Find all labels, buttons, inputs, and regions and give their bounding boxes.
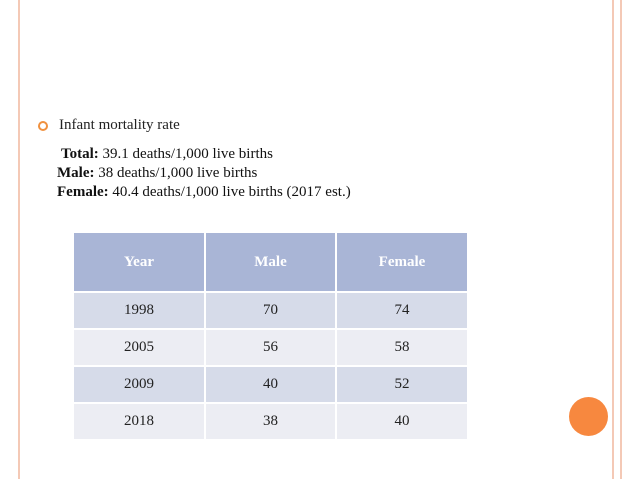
table-cell-male: 56 bbox=[205, 328, 337, 366]
stat-male-value: 38 deaths/1,000 live births bbox=[94, 165, 258, 181]
table-cell-male: 70 bbox=[205, 291, 337, 329]
stat-female: Female: 40.4 deaths/1,000 live births (2… bbox=[57, 183, 351, 202]
decorative-border-line bbox=[18, 0, 20, 479]
table-cell-female: 52 bbox=[336, 365, 467, 403]
data-table: Year Male Female 1998 70 74 2005 56 58 2… bbox=[74, 233, 467, 439]
table-cell-male: 40 bbox=[205, 365, 337, 403]
column-header-female: Female bbox=[336, 233, 467, 292]
stat-female-label: Female: bbox=[57, 184, 109, 200]
table-cell-year: 2005 bbox=[74, 328, 206, 366]
stat-male: Male: 38 deaths/1,000 live births bbox=[57, 164, 351, 183]
table-row: 1998 70 74 bbox=[74, 291, 467, 329]
column-header-year: Year bbox=[74, 233, 206, 292]
table-cell-year: 1998 bbox=[74, 291, 206, 329]
decorative-border-line bbox=[612, 0, 614, 479]
table-cell-female: 40 bbox=[336, 402, 467, 439]
table-cell-female: 74 bbox=[336, 291, 467, 329]
stat-total: Total: 39.1 deaths/1,000 live births bbox=[57, 145, 351, 164]
table-row: 2005 56 58 bbox=[74, 328, 467, 366]
table-cell-year: 2018 bbox=[74, 402, 206, 439]
bullet-text: Infant mortality rate bbox=[59, 117, 180, 133]
table-row: 2009 40 52 bbox=[74, 365, 467, 403]
decorative-orange-circle bbox=[569, 397, 608, 436]
mortality-stats: Total: 39.1 deaths/1,000 live births Mal… bbox=[57, 145, 351, 202]
circle-bullet-icon bbox=[38, 121, 48, 131]
table-row: 2018 38 40 bbox=[74, 402, 467, 439]
mortality-table: Year Male Female 1998 70 74 2005 56 58 2… bbox=[74, 233, 467, 439]
stat-total-value: 39.1 deaths/1,000 live births bbox=[98, 146, 273, 162]
stat-female-value: 40.4 deaths/1,000 live births (2017 est.… bbox=[108, 184, 351, 200]
table-cell-year: 2009 bbox=[74, 365, 206, 403]
stat-male-label: Male: bbox=[57, 165, 95, 181]
bullet-item: Infant mortality rate bbox=[38, 117, 180, 134]
column-header-male: Male bbox=[205, 233, 337, 292]
table-cell-male: 38 bbox=[205, 402, 337, 439]
table-header-row: Year Male Female bbox=[74, 233, 467, 292]
table-cell-female: 58 bbox=[336, 328, 467, 366]
decorative-border-line bbox=[620, 0, 622, 479]
stat-total-label: Total: bbox=[61, 146, 99, 162]
